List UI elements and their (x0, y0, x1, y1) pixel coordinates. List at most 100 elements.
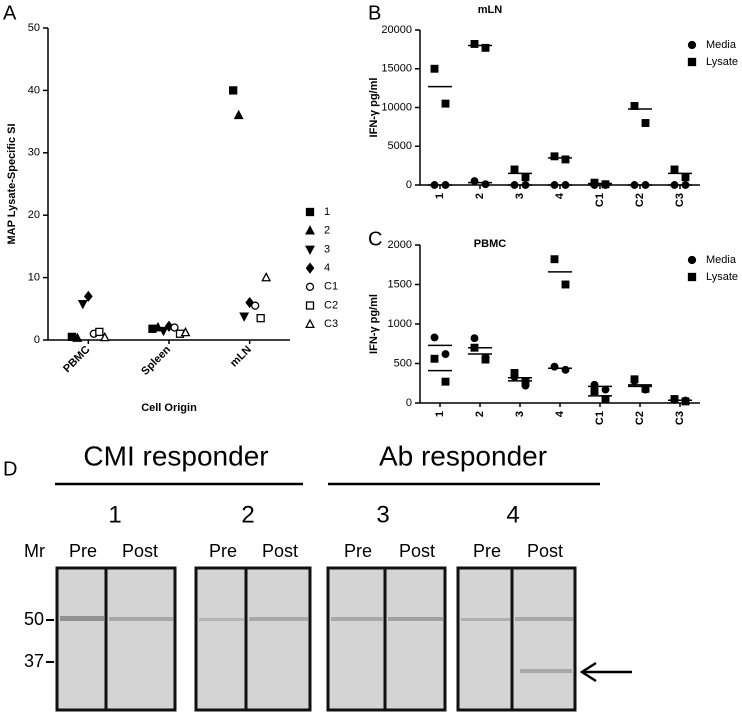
marker-circle (430, 333, 439, 342)
marker-square (95, 327, 104, 337)
legend-label: Media (706, 254, 737, 266)
legend-label: Lysate (706, 56, 738, 68)
marker-square (470, 40, 479, 48)
y-tick-label: 20000 (381, 24, 412, 36)
marker-triangle-down (305, 245, 315, 256)
mr-marker: 50 (24, 609, 44, 629)
marker-circle (305, 282, 315, 291)
marker-square (305, 207, 315, 217)
x-tick-label: 1 (434, 411, 446, 417)
marker-triangle (99, 331, 110, 342)
blot-membranes (55, 566, 577, 712)
group-label: Ab responder (379, 440, 547, 471)
blot-panel: D CMI responder Ab responder 1 2 3 4 Mr … (3, 440, 632, 712)
lane-label: Post (122, 541, 158, 561)
legend-label: 4 (324, 262, 330, 274)
group-label: CMI responder (83, 440, 268, 471)
marker-square (229, 86, 238, 95)
arrow-head (579, 661, 597, 683)
marker-square (481, 355, 490, 364)
blot-bands (60, 616, 573, 673)
y-tick-label: 10 (28, 272, 40, 284)
legend-label: Lysate (706, 271, 738, 283)
legend-label: C3 (324, 318, 338, 330)
marker-square (630, 102, 639, 110)
marker-triangle (261, 271, 272, 282)
marker-square (481, 43, 490, 52)
chart-title: mLN (478, 4, 503, 16)
y-tick-label: 500 (394, 357, 412, 369)
panel-letter: C (368, 228, 382, 250)
marker-square (521, 378, 530, 387)
legend-label: 1 (324, 206, 330, 218)
legend-label: Media (706, 39, 737, 51)
marker-triangle (180, 326, 191, 337)
marker-square (305, 301, 315, 310)
marker-circle (441, 350, 450, 358)
y-tick-label: 10000 (381, 101, 412, 113)
marker-square (670, 165, 679, 174)
x-tick-label: C2 (634, 193, 646, 207)
lane-label: Post (262, 541, 298, 561)
lane-label: Post (399, 541, 435, 561)
marker-square (430, 354, 439, 363)
marker-square (601, 180, 610, 189)
marker-triangle (305, 225, 315, 235)
mr-marker: 37 (24, 651, 44, 671)
y-tick-label: 50 (28, 22, 40, 34)
marker-square (601, 395, 610, 403)
marker-circle (687, 255, 697, 265)
y-tick-label: 15000 (381, 63, 412, 75)
marker-circle (251, 301, 260, 310)
animal-label: 2 (241, 501, 254, 528)
marker-square (550, 152, 559, 161)
x-tick-label: 4 (554, 410, 566, 417)
marker-square (641, 119, 650, 127)
marker-square (430, 64, 439, 73)
animal-label: 3 (376, 501, 389, 528)
panel-letter: D (3, 458, 17, 480)
panel-letter: B (368, 2, 381, 24)
y-tick-label: 5000 (388, 140, 412, 152)
marker-square (550, 255, 559, 264)
marker-triangle (233, 109, 244, 120)
y-axis-label: IFN-γ pg/ml (368, 294, 380, 354)
y-tick-label: 2000 (388, 239, 412, 251)
marker-circle (601, 385, 610, 394)
marker-square (470, 343, 479, 352)
mr-label: Mr (24, 541, 45, 561)
marker-circle (170, 323, 179, 332)
legend-label: C1 (324, 281, 338, 293)
x-tick-label: 4 (554, 192, 566, 199)
y-tick-label: 0 (406, 397, 412, 409)
x-tick-label: C1 (594, 193, 606, 207)
animal-label: 4 (506, 501, 519, 528)
marker-circle (687, 40, 697, 50)
marker-square (630, 375, 639, 384)
y-tick-label: 30 (28, 147, 40, 159)
x-tick-label: 3 (514, 411, 526, 417)
marker-triangle-down (158, 326, 169, 337)
y-axis-label: MAP Lysate-Specific SI (6, 123, 18, 244)
marker-square (561, 280, 570, 289)
y-axis-label: IFN-γ pg/ml (368, 78, 380, 138)
x-tick-label: mLN (228, 344, 254, 370)
x-tick-label: Spleen (139, 344, 173, 378)
y-tick-label: 0 (34, 334, 40, 346)
marker-square (641, 384, 650, 393)
marker-circle (481, 180, 490, 189)
marker-square (670, 395, 679, 403)
legend-label: 3 (324, 243, 330, 255)
x-tick-label: 2 (474, 193, 486, 199)
marker-triangle-down (77, 300, 88, 310)
x-tick-label: C3 (674, 193, 686, 207)
marker-square (687, 57, 697, 67)
marker-circle (470, 177, 479, 186)
marker-square (510, 165, 519, 174)
animal-label: 1 (108, 501, 121, 528)
marker-triangle (72, 332, 83, 342)
panel-letter: A (3, 2, 17, 24)
y-tick-label: 1500 (388, 278, 412, 290)
y-tick-label: 1000 (388, 318, 412, 330)
